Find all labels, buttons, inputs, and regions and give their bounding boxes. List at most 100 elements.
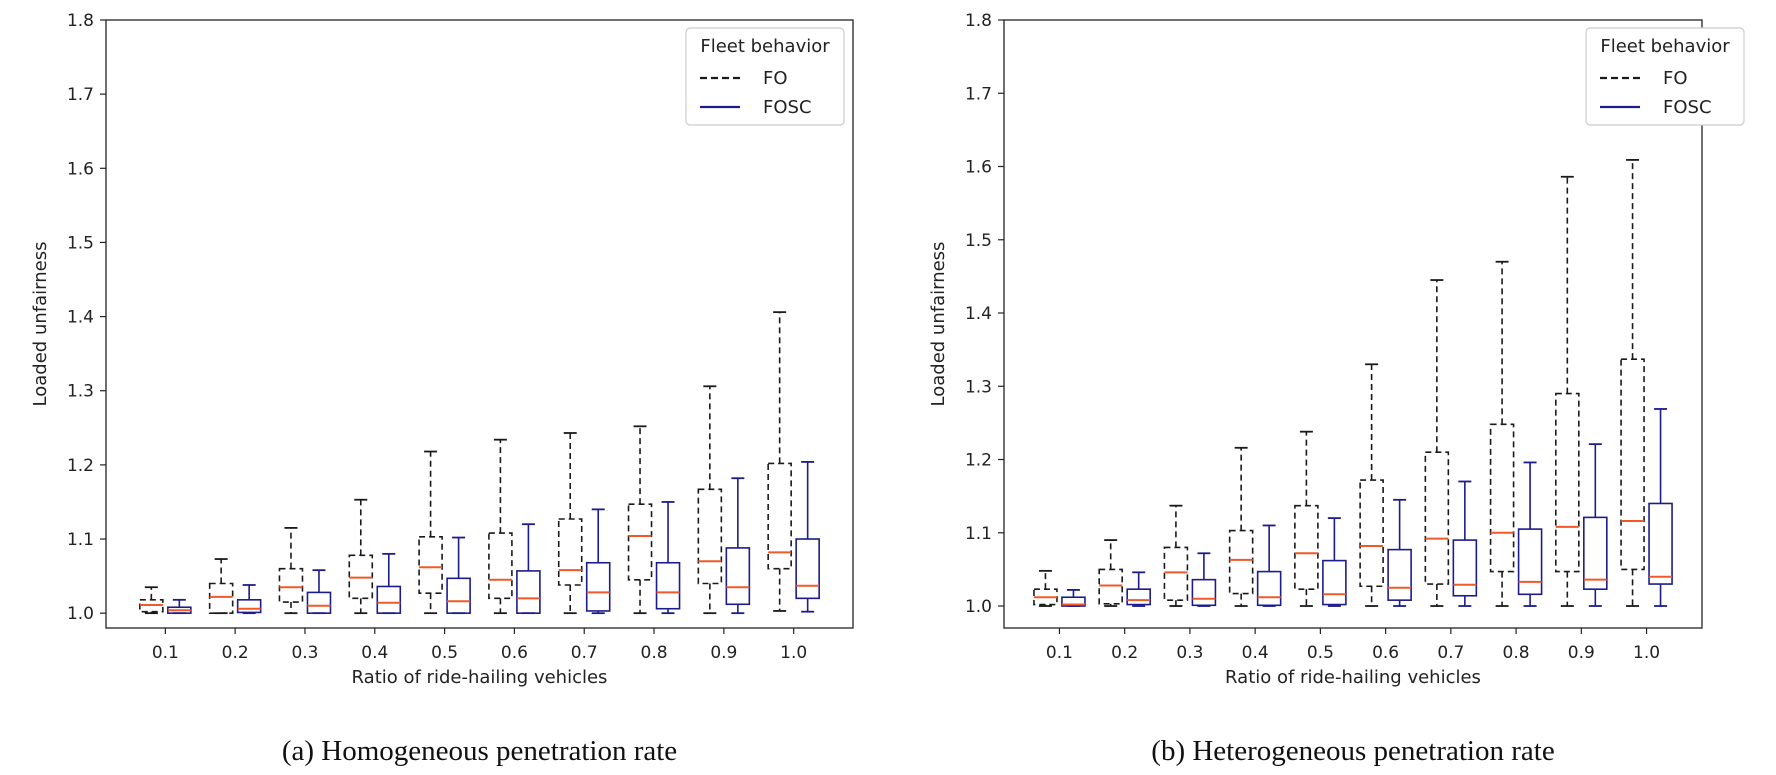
iqr-box bbox=[488, 532, 513, 600]
box-fosc-1.0 bbox=[795, 461, 820, 613]
y-tick-label: 1.7 bbox=[965, 84, 992, 104]
legend-label-fo: FO bbox=[763, 68, 788, 89]
box-fosc-0.2 bbox=[236, 584, 262, 615]
x-tick-label: 0.9 bbox=[1568, 643, 1595, 663]
x-tick-label: 1.0 bbox=[780, 643, 807, 663]
x-tick-label: 0.1 bbox=[1046, 643, 1073, 663]
iqr-box bbox=[655, 561, 681, 610]
x-tick-label: 0.4 bbox=[1242, 643, 1269, 663]
iqr-box bbox=[446, 577, 471, 614]
legend-box bbox=[685, 27, 845, 126]
box-fo-0.5 bbox=[1294, 430, 1319, 607]
box-fosc-0.2 bbox=[1126, 571, 1151, 607]
y-tick-label: 1.2 bbox=[67, 456, 94, 476]
iqr-box bbox=[1387, 548, 1412, 601]
iqr-box bbox=[306, 591, 332, 614]
box-fo-0.7 bbox=[557, 432, 583, 615]
iqr-box bbox=[278, 567, 304, 603]
x-tick-label: 0.5 bbox=[431, 643, 458, 663]
x-tick-label: 0.2 bbox=[1111, 643, 1138, 663]
x-tick-label: 0.4 bbox=[361, 643, 388, 663]
panel-heterogeneous: 1.0 1.1 1.2 1.3 1.4 1.5 1.6 1.7 1.8 0.1 0.2 0.3 0.4 0… bbox=[928, 11, 1745, 767]
iqr-box bbox=[1452, 539, 1478, 597]
iqr-box bbox=[1061, 596, 1086, 607]
box-fo-0.1 bbox=[1033, 569, 1058, 607]
legend-title: Fleet behavior bbox=[700, 36, 830, 57]
x-tick-label: 0.6 bbox=[501, 643, 528, 663]
box-fosc-0.9 bbox=[725, 477, 751, 615]
x-axis-label: Ratio of ride-hailing vehicles bbox=[1225, 667, 1481, 688]
iqr-box bbox=[1191, 578, 1217, 607]
box-fo-1.0 bbox=[767, 311, 792, 612]
series-fosc bbox=[167, 461, 820, 615]
box-fo-0.2 bbox=[208, 558, 234, 615]
iqr-box bbox=[376, 585, 402, 614]
iqr-box bbox=[1620, 358, 1645, 571]
iqr-box bbox=[627, 503, 653, 581]
x-tick-label: 0.3 bbox=[291, 643, 318, 663]
box-fo-0.2 bbox=[1098, 539, 1123, 607]
x-tick-label: 0.5 bbox=[1307, 643, 1334, 663]
iqr-box bbox=[697, 488, 723, 585]
box-fo-0.3 bbox=[1163, 504, 1189, 607]
y-tick-label: 1.3 bbox=[965, 377, 992, 397]
iqr-box bbox=[1322, 559, 1347, 606]
iqr-box bbox=[1359, 479, 1384, 588]
legend: Fleet behavior FO FOSC bbox=[685, 27, 845, 126]
box-fo-1.0 bbox=[1620, 159, 1645, 607]
box-fosc-0.9 bbox=[1583, 443, 1608, 607]
iqr-box bbox=[516, 570, 541, 614]
panel-homogeneous: 1.0 1.1 1.2 1.3 1.4 1.5 1.6 1.7 1.8 0.1 0.2 0.3 0.4 0… bbox=[30, 11, 854, 767]
x-axis-label: Ratio of ride-hailing vehicles bbox=[352, 667, 608, 688]
box-fo-0.8 bbox=[1489, 260, 1515, 607]
box-fo-0.9 bbox=[1555, 175, 1580, 607]
x-tick-label: 0.8 bbox=[1503, 643, 1530, 663]
legend-label-fosc: FOSC bbox=[1663, 97, 1712, 118]
y-tick-label: 1.6 bbox=[965, 158, 992, 178]
y-tick-label: 1.1 bbox=[965, 524, 992, 544]
y-tick-label: 1.4 bbox=[965, 304, 992, 324]
box-fo-0.4 bbox=[1228, 446, 1254, 607]
iqr-box bbox=[1228, 529, 1254, 595]
y-tick-label: 1.1 bbox=[67, 530, 94, 550]
y-tick-label: 1.5 bbox=[965, 231, 992, 251]
y-tick-label: 1.3 bbox=[67, 382, 94, 402]
axes-frame bbox=[1003, 19, 1703, 629]
box-fo-0.5 bbox=[418, 450, 443, 615]
iqr-box bbox=[1424, 451, 1450, 585]
legend-label-fosc: FOSC bbox=[763, 97, 812, 118]
x-tick-label: 0.7 bbox=[571, 643, 598, 663]
box-fo-0.6 bbox=[1359, 363, 1384, 607]
iqr-box bbox=[236, 599, 262, 614]
box-fosc-0.4 bbox=[376, 552, 402, 615]
box-fosc-0.8 bbox=[1517, 461, 1543, 607]
box-fosc-0.6 bbox=[1387, 498, 1412, 607]
x-tick-label: 0.6 bbox=[1372, 643, 1399, 663]
box-fosc-0.5 bbox=[1322, 517, 1347, 607]
box-fosc-0.5 bbox=[446, 536, 471, 615]
y-tick-label: 1.8 bbox=[965, 11, 992, 31]
y-tick-label: 1.5 bbox=[67, 233, 94, 253]
x-tick-label: 0.7 bbox=[1437, 643, 1464, 663]
iqr-box bbox=[208, 582, 234, 614]
x-tick-label: 0.8 bbox=[641, 643, 668, 663]
iqr-box bbox=[725, 547, 751, 606]
iqr-box bbox=[418, 535, 443, 594]
y-tick-label: 1.4 bbox=[67, 308, 94, 328]
panel-caption: (a) Homogeneous penetration rate bbox=[282, 735, 677, 767]
iqr-box bbox=[1489, 423, 1515, 573]
iqr-box bbox=[1098, 568, 1123, 605]
iqr-box bbox=[557, 518, 583, 586]
box-fosc-0.8 bbox=[655, 501, 681, 615]
iqr-box bbox=[1555, 392, 1580, 573]
series-fosc bbox=[1061, 408, 1673, 607]
box-fosc-0.7 bbox=[585, 508, 611, 615]
legend: Fleet behavior FO FOSC bbox=[1585, 27, 1745, 126]
iqr-box bbox=[1256, 570, 1282, 607]
iqr-box bbox=[767, 462, 792, 570]
iqr-box bbox=[1163, 546, 1189, 601]
iqr-box bbox=[1648, 502, 1673, 585]
axes-frame bbox=[105, 19, 854, 629]
box-fo-0.4 bbox=[348, 498, 374, 615]
